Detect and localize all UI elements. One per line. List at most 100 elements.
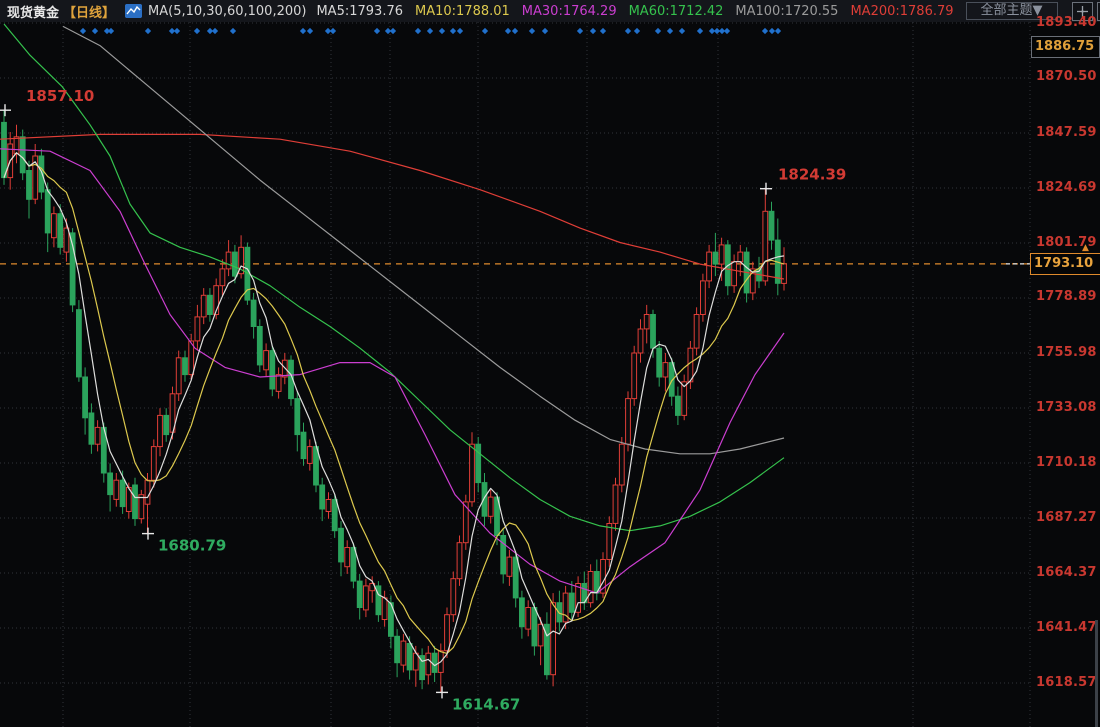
crosshair-icon[interactable]	[1071, 1, 1093, 21]
axis-price-label: 1641.47	[1036, 620, 1097, 635]
candle	[662, 362, 669, 378]
candle	[388, 602, 394, 637]
candle	[544, 623, 550, 676]
last-price-box: 1793.10	[1030, 253, 1100, 275]
price-annotations: 1857.10 1824.39 1680.79 1614.67	[0, 87, 846, 713]
annotation-1824.39: 1824.39	[778, 166, 846, 184]
candle	[13, 136, 20, 155]
candle	[650, 314, 656, 349]
axis-price-label: 1893.40	[1036, 15, 1097, 30]
candle	[550, 602, 557, 676]
candle	[575, 583, 582, 613]
candle	[475, 443, 482, 484]
candles	[1, 110, 787, 693]
candle	[82, 376, 88, 419]
candle	[612, 484, 619, 524]
axis-price-label: 1710.18	[1036, 455, 1097, 470]
ma-value-label: MA100:1720.55	[735, 3, 839, 19]
ma-value-label: MA30:1764.29	[521, 3, 617, 19]
candle	[568, 592, 575, 613]
candle	[562, 592, 569, 623]
candle	[700, 280, 706, 315]
candle	[44, 189, 51, 234]
ma30-line	[0, 148, 785, 594]
candle	[737, 251, 744, 263]
candle	[63, 227, 70, 253]
candle	[51, 213, 57, 239]
axis-price-label: 1824.69	[1036, 180, 1097, 195]
candle	[731, 261, 738, 287]
candle	[269, 350, 276, 390]
candle	[675, 395, 681, 416]
candle	[26, 170, 32, 200]
candle	[182, 357, 188, 376]
ma10-line	[3, 152, 785, 655]
candle	[625, 398, 631, 445]
candle	[643, 314, 650, 330]
ma-lines	[0, 23, 785, 667]
axis-price-label: 1778.89	[1036, 289, 1097, 304]
axis-price-label: 1755.98	[1036, 345, 1097, 360]
candle	[76, 309, 82, 378]
theme-selector-dropdown[interactable]: 全部主题▼	[965, 2, 1058, 20]
candle	[157, 414, 163, 448]
axis-scale-icon[interactable]	[1096, 1, 1100, 21]
candle	[668, 362, 675, 397]
annotation-1857.10: 1857.10	[26, 87, 94, 105]
candle	[781, 263, 787, 284]
candlestick-chart[interactable]: 1857.10 1824.39 1680.79 1614.67	[0, 22, 1100, 727]
candle	[325, 499, 332, 512]
candle	[587, 571, 594, 604]
candle	[419, 655, 426, 681]
candle	[306, 446, 313, 464]
instrument-title: 现货黄金	[7, 5, 60, 21]
candle	[150, 446, 157, 481]
annotation-1614.67: 1614.67	[452, 695, 520, 713]
candle	[38, 155, 45, 193]
ma-value-label: MA200:1786.79	[850, 3, 954, 19]
axis-price-label: 1847.59	[1036, 125, 1097, 140]
candle	[107, 472, 113, 496]
candle	[381, 597, 388, 621]
candle	[481, 482, 488, 517]
period-label: 【日线】	[63, 5, 116, 21]
candle	[225, 251, 232, 270]
candle	[462, 501, 469, 544]
axis-price-label: 1687.27	[1036, 510, 1097, 525]
candle	[749, 268, 756, 294]
axis-price-label: 1733.08	[1036, 400, 1097, 415]
candle	[57, 213, 64, 248]
axis-price-label: 1664.37	[1036, 565, 1097, 580]
candle	[631, 352, 638, 400]
candle	[132, 484, 138, 520]
ma100-line	[62, 25, 785, 455]
candle	[175, 357, 182, 395]
candle	[88, 412, 95, 445]
candle	[400, 640, 407, 666]
period-high-marker: 1886.75	[1031, 36, 1100, 58]
candle	[606, 523, 613, 560]
candle	[762, 210, 769, 282]
candle	[194, 316, 201, 342]
price-up-arrow-icon: ▲	[1082, 243, 1089, 253]
candle	[356, 580, 363, 608]
candle	[331, 499, 338, 532]
candle	[238, 246, 244, 275]
ma-legend: MA5:1793.76 MA10:1788.01 MA30:1764.29 MA60:…	[316, 4, 965, 19]
candle	[256, 326, 263, 366]
candle	[32, 155, 39, 200]
candle	[450, 578, 457, 616]
candle	[94, 426, 101, 445]
axis-price-label: 1618.57	[1036, 675, 1097, 690]
candle	[163, 414, 170, 436]
candle	[363, 585, 369, 611]
candle	[219, 268, 226, 287]
candle	[275, 374, 282, 392]
candle	[618, 443, 625, 486]
candle	[350, 547, 357, 582]
vertical-scrollbar[interactable]	[1095, 620, 1098, 727]
ma-value-label: MA60:1712.42	[628, 3, 724, 19]
candle	[394, 635, 401, 664]
candle	[768, 210, 775, 241]
candle	[718, 244, 725, 265]
